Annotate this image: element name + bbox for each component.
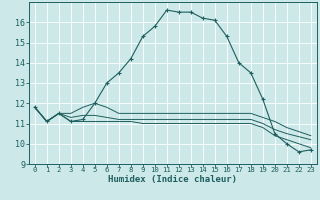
X-axis label: Humidex (Indice chaleur): Humidex (Indice chaleur)	[108, 175, 237, 184]
